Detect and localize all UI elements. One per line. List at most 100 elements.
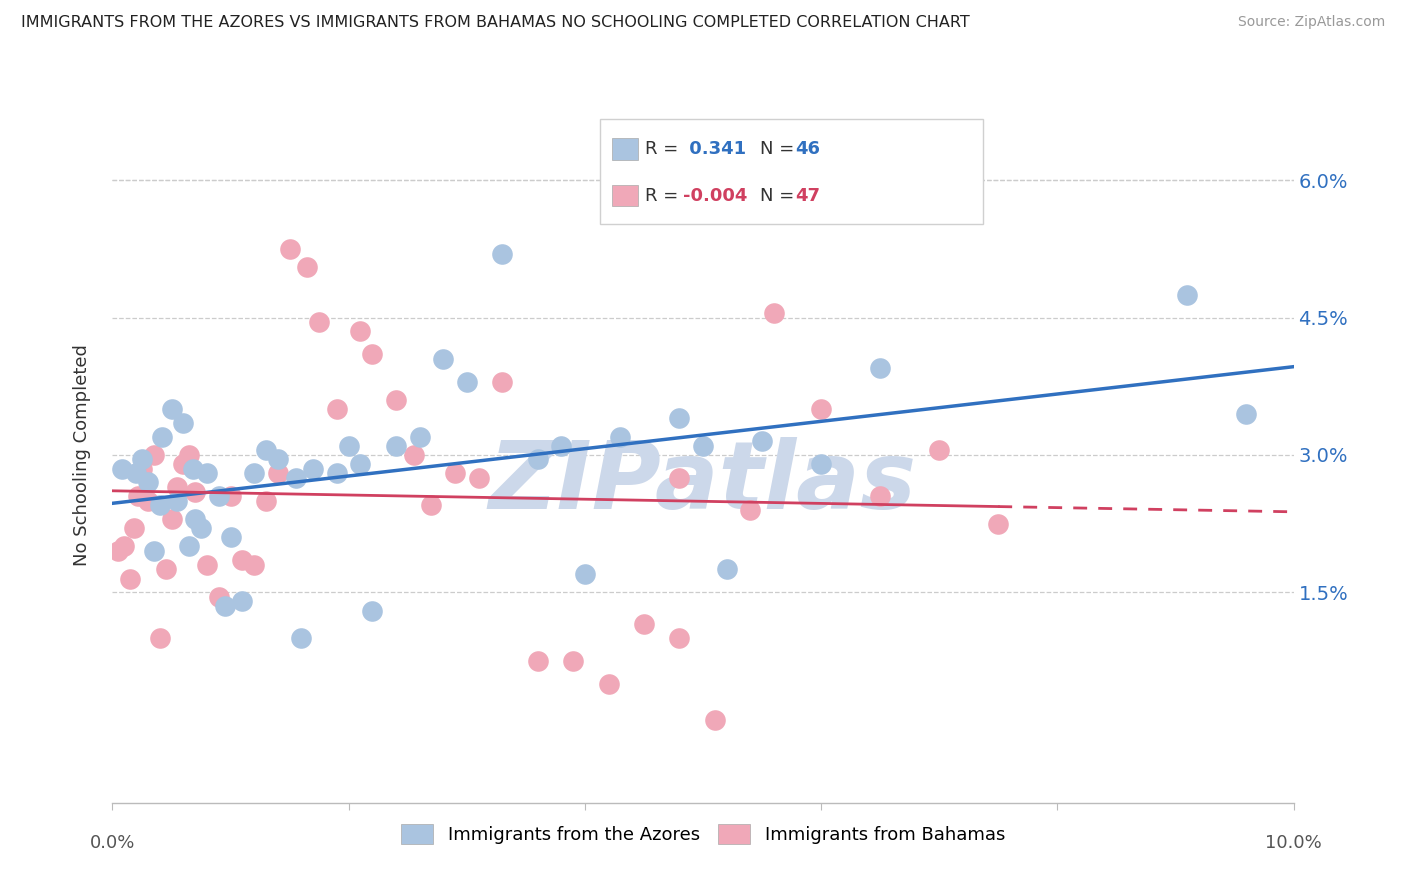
Point — [526, 452, 548, 467]
Point — [526, 654, 548, 668]
Point — [195, 467, 218, 481]
Text: N =: N = — [761, 140, 800, 158]
Point — [160, 512, 183, 526]
Point — [385, 392, 408, 407]
Point — [1175, 287, 1198, 301]
Point — [112, 540, 135, 554]
Point — [284, 471, 307, 485]
Point — [231, 553, 253, 567]
Point — [172, 416, 194, 430]
Point — [716, 562, 738, 576]
Point — [869, 361, 891, 376]
Point — [598, 677, 620, 691]
Point — [762, 306, 785, 320]
Point — [609, 429, 631, 443]
Point — [692, 439, 714, 453]
Point — [869, 489, 891, 503]
Point — [243, 467, 266, 481]
Point — [122, 521, 145, 535]
Point — [326, 402, 349, 417]
Point — [184, 484, 207, 499]
Point — [190, 521, 212, 535]
Point — [231, 594, 253, 608]
Text: ZIPatlas: ZIPatlas — [489, 437, 917, 529]
Point — [142, 544, 165, 558]
Point — [420, 498, 443, 512]
Point — [254, 493, 277, 508]
Point — [1234, 407, 1257, 421]
Point — [254, 443, 277, 458]
Point — [219, 530, 242, 544]
Text: -0.004: -0.004 — [683, 186, 747, 204]
Point — [361, 347, 384, 361]
Point — [408, 429, 430, 443]
Point — [402, 448, 425, 462]
Point — [740, 503, 762, 517]
Point — [181, 461, 204, 475]
Point — [267, 452, 290, 467]
Point — [267, 467, 290, 481]
Point — [302, 461, 325, 475]
Text: R =: R = — [645, 140, 683, 158]
Point — [214, 599, 236, 613]
Point — [349, 457, 371, 471]
Point — [125, 467, 148, 481]
Point — [136, 475, 159, 490]
Point — [308, 315, 330, 329]
Point — [172, 457, 194, 471]
Point — [668, 631, 690, 645]
Text: R =: R = — [645, 186, 683, 204]
Point — [326, 467, 349, 481]
Point — [120, 572, 142, 586]
Point — [155, 562, 177, 576]
Text: N =: N = — [761, 186, 800, 204]
Point — [290, 631, 312, 645]
Point — [297, 260, 319, 275]
Point — [467, 471, 489, 485]
Point — [184, 512, 207, 526]
Point — [166, 480, 188, 494]
Point — [361, 603, 384, 617]
Point — [491, 246, 513, 260]
Point — [444, 467, 467, 481]
Text: 47: 47 — [796, 186, 820, 204]
Point — [491, 375, 513, 389]
Point — [142, 448, 165, 462]
Point — [111, 461, 134, 475]
Point — [136, 493, 159, 508]
Point — [574, 566, 596, 581]
Point — [456, 375, 478, 389]
Point — [179, 448, 201, 462]
Point — [928, 443, 950, 458]
Text: 46: 46 — [796, 140, 820, 158]
Point — [278, 242, 301, 256]
Text: 0.0%: 0.0% — [90, 834, 135, 852]
Point — [149, 631, 172, 645]
Y-axis label: No Schooling Completed: No Schooling Completed — [73, 344, 91, 566]
Point — [131, 461, 153, 475]
Point — [668, 471, 690, 485]
Point — [349, 324, 371, 338]
Point — [195, 558, 218, 572]
Point — [987, 516, 1010, 531]
Point — [208, 489, 231, 503]
Point — [150, 429, 173, 443]
Point — [550, 439, 572, 453]
Point — [219, 489, 242, 503]
Point — [149, 498, 172, 512]
Text: IMMIGRANTS FROM THE AZORES VS IMMIGRANTS FROM BAHAMAS NO SCHOOLING COMPLETED COR: IMMIGRANTS FROM THE AZORES VS IMMIGRANTS… — [21, 15, 970, 30]
Point — [432, 351, 454, 366]
Point — [562, 654, 585, 668]
Point — [243, 558, 266, 572]
Point — [208, 590, 231, 604]
Point — [127, 489, 149, 503]
Point — [703, 714, 725, 728]
Point — [337, 439, 360, 453]
Point — [385, 439, 408, 453]
Point — [668, 411, 690, 425]
Point — [810, 402, 832, 417]
Point — [633, 617, 655, 632]
Text: 0.341: 0.341 — [683, 140, 745, 158]
Point — [751, 434, 773, 449]
Legend: Immigrants from the Azores, Immigrants from Bahamas: Immigrants from the Azores, Immigrants f… — [392, 815, 1014, 853]
